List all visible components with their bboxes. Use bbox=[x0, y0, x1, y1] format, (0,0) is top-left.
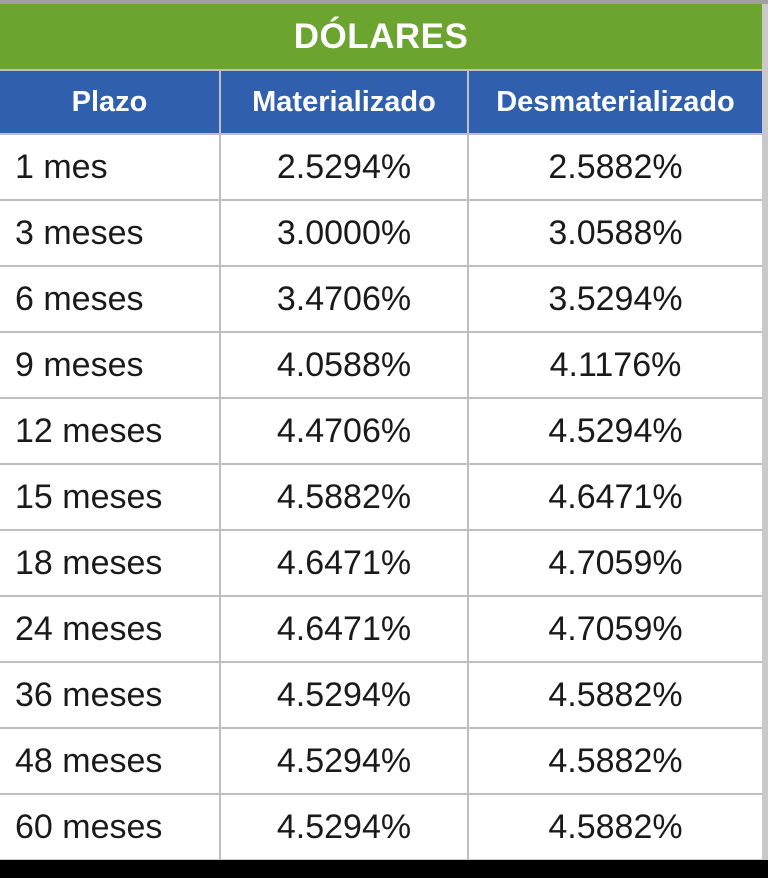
materializado-value: 4.4706% bbox=[221, 399, 467, 463]
plazo-value: 18 meses bbox=[0, 531, 219, 595]
materializado-value: 4.5294% bbox=[221, 663, 467, 727]
desmaterializado-value: 3.5294% bbox=[469, 267, 762, 331]
dollar-rates-table: DÓLARES Plazo Materializado Desmateriali… bbox=[0, 4, 762, 859]
materializado-value: 4.6471% bbox=[221, 531, 467, 595]
plazo-value: 12 meses bbox=[0, 399, 219, 463]
materializado-value: 4.5294% bbox=[221, 729, 467, 793]
materializado-value: 4.5882% bbox=[221, 465, 467, 529]
desmaterializado-value: 4.6471% bbox=[469, 465, 762, 529]
plazo-value: 60 meses bbox=[0, 795, 219, 859]
column-header-desmaterializado: Desmaterializado bbox=[469, 71, 762, 133]
desmaterializado-value: 2.5882% bbox=[469, 135, 762, 199]
desmaterializado-value: 4.1176% bbox=[469, 333, 762, 397]
materializado-value: 4.6471% bbox=[221, 597, 467, 661]
desmaterializado-value: 4.5882% bbox=[469, 663, 762, 727]
plazo-value: 15 meses bbox=[0, 465, 219, 529]
plazo-value: 1 mes bbox=[0, 135, 219, 199]
materializado-value: 4.0588% bbox=[221, 333, 467, 397]
desmaterializado-value: 4.5882% bbox=[469, 795, 762, 859]
table-title: DÓLARES bbox=[0, 4, 762, 69]
plazo-value: 3 meses bbox=[0, 201, 219, 265]
plazo-value: 24 meses bbox=[0, 597, 219, 661]
bottom-edge-bar bbox=[0, 860, 768, 878]
plazo-value: 36 meses bbox=[0, 663, 219, 727]
desmaterializado-value: 4.7059% bbox=[469, 531, 762, 595]
desmaterializado-value: 4.7059% bbox=[469, 597, 762, 661]
plazo-value: 9 meses bbox=[0, 333, 219, 397]
materializado-value: 4.5294% bbox=[221, 795, 467, 859]
column-header-materializado: Materializado bbox=[221, 71, 467, 133]
desmaterializado-value: 3.0588% bbox=[469, 201, 762, 265]
plazo-value: 6 meses bbox=[0, 267, 219, 331]
column-header-plazo: Plazo bbox=[0, 71, 219, 133]
materializado-value: 3.4706% bbox=[221, 267, 467, 331]
materializado-value: 2.5294% bbox=[221, 135, 467, 199]
desmaterializado-value: 4.5882% bbox=[469, 729, 762, 793]
materializado-value: 3.0000% bbox=[221, 201, 467, 265]
desmaterializado-value: 4.5294% bbox=[469, 399, 762, 463]
plazo-value: 48 meses bbox=[0, 729, 219, 793]
top-edge-strip bbox=[0, 0, 768, 4]
